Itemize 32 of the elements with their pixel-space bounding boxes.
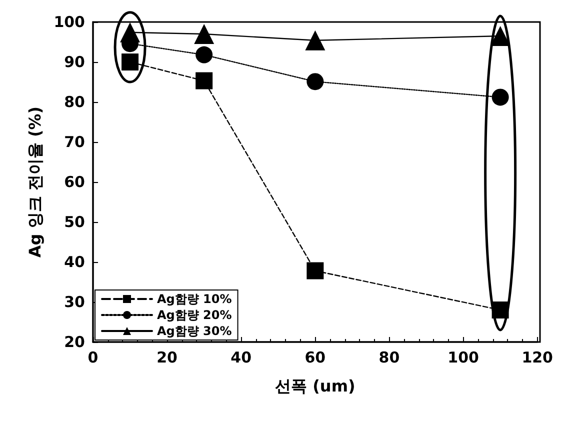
point — [120, 22, 140, 42]
y-tick-label: 100 — [54, 13, 85, 31]
x-tick-label: 100 — [448, 348, 479, 366]
point — [306, 73, 324, 90]
point — [305, 30, 326, 50]
point — [196, 46, 213, 64]
point — [492, 88, 509, 106]
point — [194, 24, 214, 44]
x-tick-label: 20 — [156, 348, 178, 366]
y-tick-label: 30 — [64, 293, 85, 311]
x-tick-label: 60 — [304, 348, 326, 366]
point — [306, 262, 324, 280]
point — [122, 54, 139, 70]
x-tick-label: 120 — [522, 348, 553, 366]
y-tick-label: 80 — [64, 93, 85, 111]
point — [490, 26, 510, 46]
x-axis-title: 선폭 (um) — [275, 376, 356, 396]
x-tick-label: 0 — [88, 348, 98, 366]
x-tick-label: 40 — [230, 348, 252, 366]
point — [196, 72, 213, 90]
y-tick-label: 50 — [64, 213, 85, 231]
y-tick-label: 90 — [64, 53, 85, 71]
point — [492, 302, 509, 318]
legend-label: Ag함량 10% — [157, 292, 232, 306]
x-tick-label: 80 — [378, 348, 400, 366]
y-tick-label: 60 — [64, 173, 85, 191]
y-axis-title: Ag 잉크 전이율 (%) — [25, 106, 44, 258]
y-tick-label: 40 — [64, 253, 85, 271]
y-tick-label: 70 — [64, 133, 85, 151]
legend-label: Ag함량 30% — [157, 324, 232, 338]
y-tick-label: 20 — [64, 333, 85, 351]
legend-label: Ag함량 20% — [157, 308, 232, 322]
